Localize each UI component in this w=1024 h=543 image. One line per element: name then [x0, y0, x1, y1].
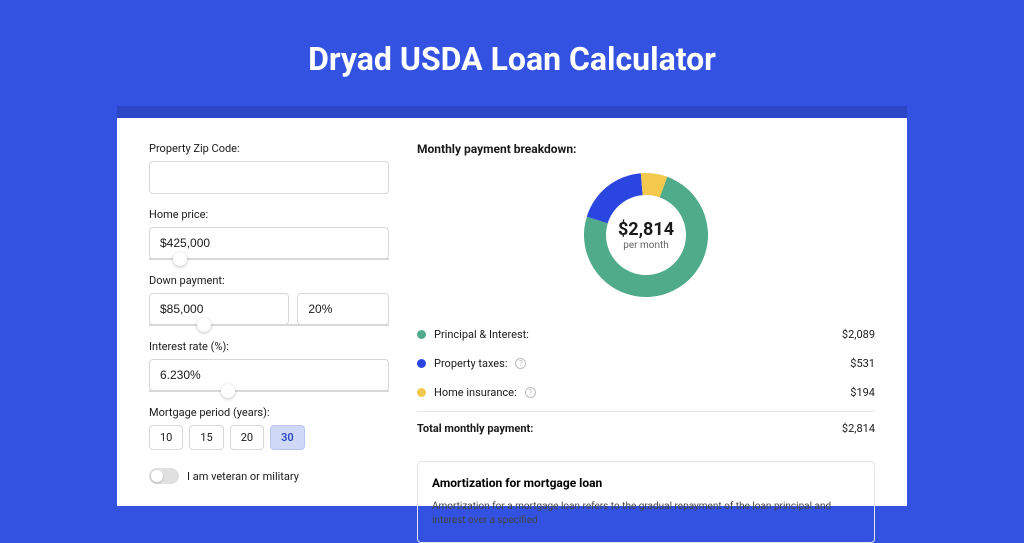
legend-label: Home insurance: [434, 386, 517, 399]
interest-rate-slider-thumb[interactable] [221, 384, 235, 398]
info-icon[interactable]: ? [525, 387, 536, 398]
donut-slice-property_taxes [587, 173, 643, 223]
period-option-20[interactable]: 20 [230, 425, 264, 450]
breakdown-column: Monthly payment breakdown: $2,814 per mo… [417, 142, 875, 506]
period-option-30[interactable]: 30 [270, 425, 305, 450]
zip-label: Property Zip Code: [149, 142, 389, 155]
down-payment-pct-input[interactable] [297, 293, 389, 325]
donut-center-sub: per month [618, 240, 674, 251]
legend-row: Property taxes:? $531 [417, 349, 875, 378]
down-payment-field: Down payment: [149, 274, 389, 326]
calculator-panel: Property Zip Code: Home price: Down paym… [117, 106, 907, 506]
zip-input[interactable] [149, 161, 389, 194]
period-option-10[interactable]: 10 [149, 425, 183, 450]
veteran-toggle[interactable] [149, 468, 179, 484]
breakdown-title: Monthly payment breakdown: [417, 142, 875, 156]
interest-rate-label: Interest rate (%): [149, 340, 389, 353]
interest-rate-field: Interest rate (%): [149, 340, 389, 392]
down-payment-slider-thumb[interactable] [197, 318, 211, 332]
total-value: $2,814 [842, 422, 875, 435]
mortgage-period-field: Mortgage period (years): 1015 2030 [149, 406, 389, 450]
legend-label: Principal & Interest: [434, 328, 529, 341]
veteran-toggle-knob [151, 470, 163, 482]
legend-label: Property taxes: [434, 357, 507, 370]
mortgage-period-options: 1015 2030 [149, 425, 389, 450]
legend-dot [417, 330, 426, 339]
donut-center-amount: $2,814 [618, 219, 674, 240]
page-header: Dryad USDA Loan Calculator [0, 0, 1024, 106]
amortization-card: Amortization for mortgage loan Amortizat… [417, 461, 875, 543]
donut-chart-wrap: $2,814 per month [417, 170, 875, 300]
total-row: Total monthly payment: $2,814 [417, 411, 875, 443]
page-title: Dryad USDA Loan Calculator [0, 40, 1024, 78]
interest-rate-input[interactable] [149, 359, 389, 391]
donut-chart: $2,814 per month [581, 170, 711, 300]
zip-field: Property Zip Code: [149, 142, 389, 194]
amortization-body: Amortization for a mortgage loan refers … [432, 500, 860, 528]
interest-rate-slider[interactable] [149, 390, 389, 392]
home-price-field: Home price: [149, 208, 389, 260]
amortization-title: Amortization for mortgage loan [432, 476, 860, 490]
home-price-slider[interactable] [149, 258, 389, 260]
legend-dot [417, 359, 426, 368]
breakdown-legend: Principal & Interest: $2,089 Property taxe… [417, 320, 875, 407]
legend-row: Principal & Interest: $2,089 [417, 320, 875, 349]
home-price-label: Home price: [149, 208, 389, 221]
total-label: Total monthly payment: [417, 422, 533, 435]
donut-center: $2,814 per month [618, 219, 674, 251]
veteran-label: I am veteran or military [187, 470, 299, 483]
down-payment-label: Down payment: [149, 274, 389, 287]
mortgage-period-label: Mortgage period (years): [149, 406, 389, 419]
legend-row: Home insurance:? $194 [417, 378, 875, 407]
period-option-15[interactable]: 15 [189, 425, 223, 450]
input-form: Property Zip Code: Home price: Down paym… [149, 142, 389, 506]
down-payment-amount-input[interactable] [149, 293, 289, 325]
info-icon[interactable]: ? [515, 358, 526, 369]
legend-dot [417, 388, 426, 397]
legend-value: $194 [850, 386, 875, 399]
legend-value: $531 [850, 357, 875, 370]
veteran-toggle-row: I am veteran or military [149, 468, 389, 484]
home-price-slider-thumb[interactable] [173, 252, 187, 266]
legend-value: $2,089 [842, 328, 875, 341]
down-payment-slider[interactable] [149, 324, 389, 326]
